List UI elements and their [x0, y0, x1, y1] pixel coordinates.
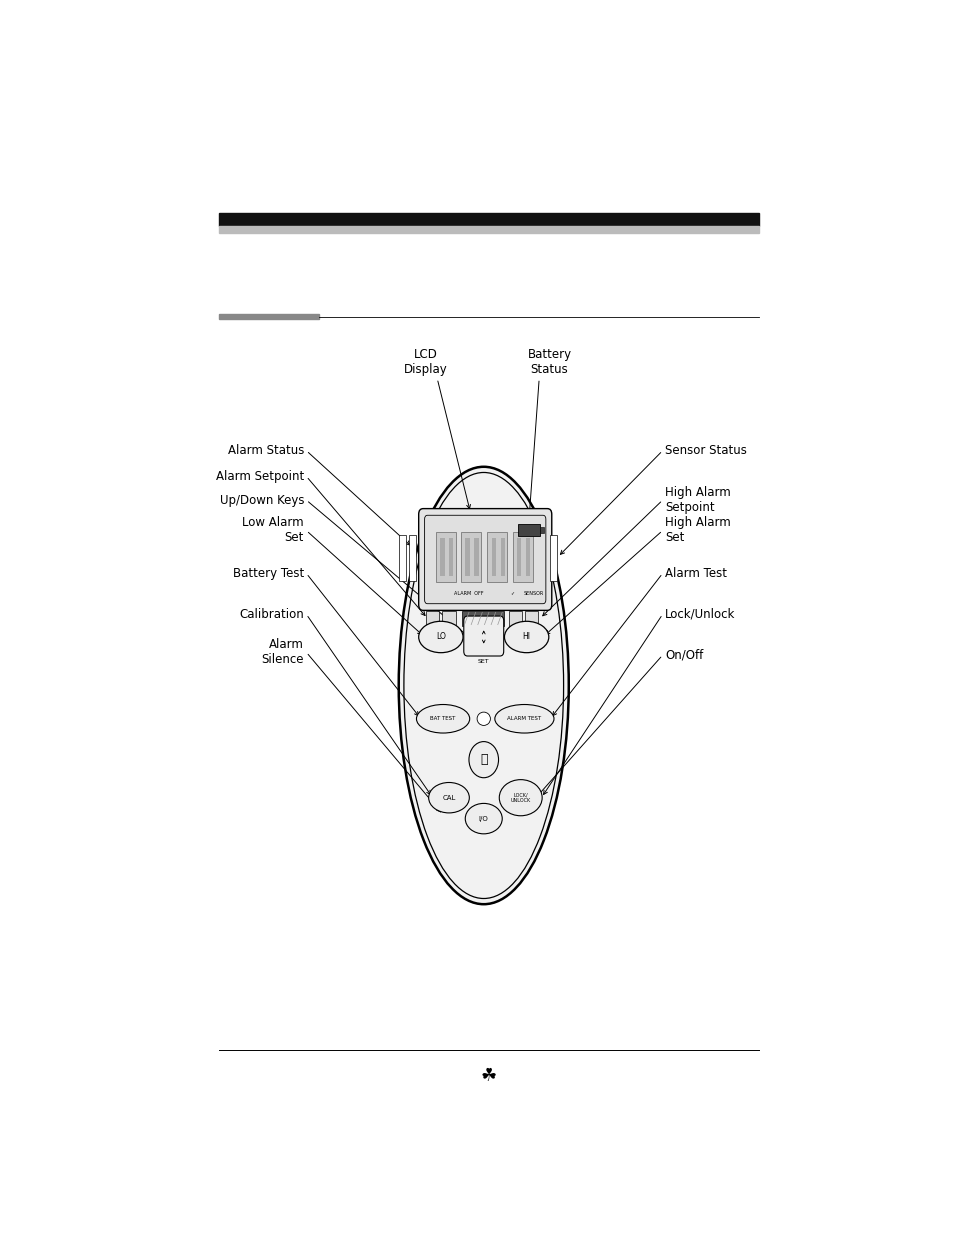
Ellipse shape [469, 741, 498, 778]
Text: Alarm Test: Alarm Test [664, 567, 726, 579]
Text: BAT TEST: BAT TEST [430, 716, 456, 721]
Ellipse shape [403, 473, 563, 899]
Ellipse shape [398, 467, 568, 904]
FancyBboxPatch shape [424, 515, 545, 604]
Text: Lock/Unlock: Lock/Unlock [664, 608, 735, 621]
Bar [409, 535, 416, 580]
Text: ALARM TEST: ALARM TEST [507, 716, 541, 721]
Ellipse shape [428, 783, 469, 813]
Text: Sensor Status: Sensor Status [664, 445, 746, 457]
Bar [219, 212, 758, 226]
Text: LOCK/
UNLOCK: LOCK/ UNLOCK [510, 793, 530, 803]
Text: Battery
Status: Battery Status [527, 348, 571, 377]
FancyBboxPatch shape [487, 532, 507, 582]
FancyBboxPatch shape [436, 532, 456, 582]
Bar [449, 538, 453, 576]
Ellipse shape [498, 779, 541, 816]
Text: CAL: CAL [442, 794, 456, 800]
Bar [465, 538, 469, 576]
Bar [461, 611, 504, 626]
Bar [524, 611, 537, 626]
Text: Low Alarm
Set: Low Alarm Set [242, 516, 304, 545]
Text: HI: HI [522, 632, 530, 641]
Bar [219, 314, 318, 320]
FancyBboxPatch shape [512, 532, 532, 582]
Ellipse shape [495, 704, 554, 734]
Text: ☘: ☘ [480, 1067, 497, 1084]
Bar [439, 538, 444, 576]
Text: ✓: ✓ [509, 590, 514, 595]
Text: High Alarm
Set: High Alarm Set [664, 516, 730, 545]
Bar [539, 526, 543, 534]
Bar [474, 538, 478, 576]
FancyBboxPatch shape [418, 509, 551, 610]
Bar [525, 538, 530, 576]
Text: Up/Down Keys: Up/Down Keys [219, 494, 304, 506]
Bar [442, 611, 456, 626]
Text: LCD
Display: LCD Display [404, 348, 448, 377]
Text: Alarm Status: Alarm Status [228, 445, 304, 457]
Bar [219, 226, 758, 233]
Text: Alarm
Silence: Alarm Silence [261, 638, 304, 666]
Ellipse shape [418, 621, 462, 652]
Text: SET: SET [477, 658, 489, 664]
Bar [508, 611, 521, 626]
Text: Battery Test: Battery Test [233, 567, 304, 579]
Bar [500, 538, 505, 576]
Bar [426, 611, 439, 626]
Ellipse shape [465, 804, 501, 834]
Text: On/Off: On/Off [664, 648, 702, 662]
Text: LO: LO [436, 632, 445, 641]
Ellipse shape [476, 713, 490, 725]
Text: Calibration: Calibration [239, 608, 304, 621]
Bar [517, 538, 521, 576]
Bar [550, 535, 557, 580]
FancyBboxPatch shape [463, 616, 503, 656]
Bar [517, 524, 539, 536]
Ellipse shape [416, 704, 469, 734]
Text: ⍾: ⍾ [479, 753, 487, 766]
Bar [492, 538, 496, 576]
FancyBboxPatch shape [460, 532, 480, 582]
Ellipse shape [504, 621, 548, 652]
Text: High Alarm
Setpoint: High Alarm Setpoint [664, 487, 730, 514]
Text: Alarm Setpoint: Alarm Setpoint [215, 469, 304, 483]
Text: SENSOR: SENSOR [523, 590, 543, 595]
Text: ALARM  OFF: ALARM OFF [454, 590, 483, 595]
Text: I/O: I/O [478, 815, 488, 821]
Bar [399, 535, 406, 580]
